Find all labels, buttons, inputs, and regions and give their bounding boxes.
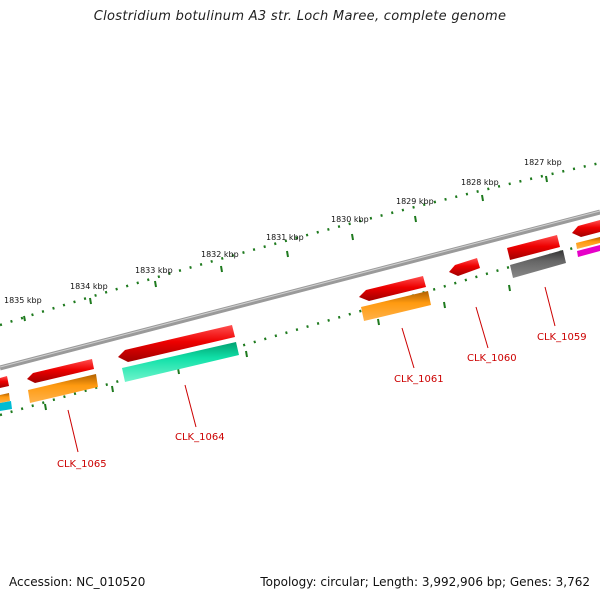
feature-bar bbox=[0, 393, 10, 403]
tick-label: 1828 kbp bbox=[461, 178, 499, 187]
feature-bar bbox=[576, 237, 600, 249]
gene-clk-1064[interactable]: CLK_1064 bbox=[118, 325, 239, 443]
label-leader bbox=[401, 327, 415, 369]
feature-bar bbox=[510, 250, 566, 278]
tick-label: 1830 kbp bbox=[331, 215, 369, 224]
tick-label: 1832 kbp bbox=[201, 250, 239, 259]
gene-label: CLK_1060 bbox=[467, 353, 517, 364]
gene-label: CLK_1065 bbox=[57, 459, 107, 470]
gene-clk-1065[interactable]: CLK_1065 bbox=[27, 359, 107, 470]
map-title: Clostridium botulinum A3 str. Loch Maree… bbox=[93, 9, 507, 24]
label-leader bbox=[67, 409, 79, 453]
feature-bar bbox=[122, 342, 239, 382]
gene-arrow[interactable] bbox=[0, 376, 9, 388]
gene-arrow[interactable] bbox=[507, 235, 560, 260]
gene-partial-left[interactable] bbox=[0, 376, 12, 411]
gene-clk-1060[interactable]: CLK_1060 bbox=[449, 258, 517, 364]
tick-label: 1835 kbp bbox=[4, 296, 42, 305]
gene-label: CLK_1061 bbox=[394, 374, 444, 385]
backbone-highlight bbox=[0, 210, 600, 368]
label-leader bbox=[544, 286, 556, 327]
gene-arrow[interactable] bbox=[572, 220, 600, 237]
gene-clk-1059[interactable]: CLK_1059 bbox=[507, 235, 587, 343]
gene-label: CLK_1064 bbox=[175, 432, 225, 443]
tick-label: 1827 kbp bbox=[524, 158, 562, 167]
feature-bar bbox=[0, 401, 12, 411]
accession-text: Accession: NC_010520 bbox=[9, 575, 146, 589]
genome-backbone bbox=[0, 209, 600, 371]
tick-label: 1829 kbp bbox=[396, 197, 434, 206]
gene-clk-1061[interactable]: CLK_1061 bbox=[359, 276, 444, 385]
label-leader bbox=[184, 384, 197, 428]
label-leader bbox=[475, 306, 489, 349]
gene-arrow[interactable] bbox=[118, 325, 235, 362]
gene-arrow[interactable] bbox=[27, 359, 94, 383]
feature-bar bbox=[28, 374, 98, 403]
tick-label: 1833 kbp bbox=[135, 266, 173, 275]
summary-text: Topology: circular; Length: 3,992,906 bp… bbox=[260, 575, 590, 589]
tick-label: 1831 kbp bbox=[266, 233, 304, 242]
gene-arrow[interactable] bbox=[359, 276, 426, 301]
gene-partial-right[interactable] bbox=[572, 220, 600, 257]
tick-label: 1834 kbp bbox=[70, 282, 108, 291]
feature-bar bbox=[361, 291, 431, 321]
outer-major-ticks bbox=[23, 175, 548, 322]
feature-bar bbox=[577, 245, 600, 257]
gene-arrow[interactable] bbox=[449, 258, 480, 276]
gene-label: CLK_1059 bbox=[537, 332, 587, 343]
inner-tick-ring bbox=[0, 238, 600, 417]
inner-major-ticks bbox=[44, 284, 511, 411]
